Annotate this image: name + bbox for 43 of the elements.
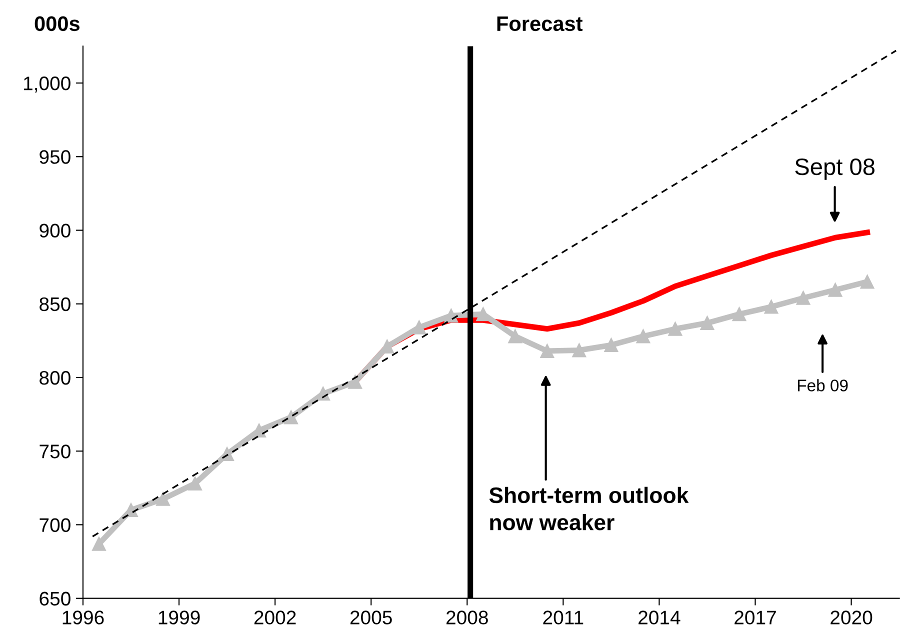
point — [636, 329, 650, 344]
point — [284, 410, 298, 424]
point — [92, 536, 106, 551]
x-tick-label: 2005 — [350, 610, 392, 624]
y-tick-label: 700 — [40, 518, 70, 532]
point — [700, 316, 714, 330]
x-tick-label: 2020 — [830, 610, 872, 624]
point — [604, 338, 618, 352]
y-tick-label: 800 — [40, 370, 70, 385]
x-tick-label: 2008 — [446, 610, 488, 624]
y-tick-label: 1,000 — [24, 76, 70, 93]
annotation: Sept 08 — [795, 158, 874, 180]
point — [348, 374, 362, 389]
ref-line-label: Forecast — [497, 16, 583, 32]
x-tick-label: 2011 — [543, 610, 584, 624]
point — [764, 300, 778, 314]
y-tick-label: 650 — [40, 592, 70, 606]
y-tick-label: 900 — [40, 224, 70, 238]
x-tick-label: 1996 — [62, 610, 104, 624]
point — [828, 282, 842, 297]
point — [252, 424, 266, 438]
point — [156, 492, 170, 506]
point — [572, 343, 586, 358]
y-tick-label: 850 — [40, 297, 70, 312]
x-tick-label: 1999 — [158, 610, 200, 624]
x-tick-label: 2017 — [734, 610, 776, 624]
point — [668, 322, 682, 336]
annotation: Feb 09 — [798, 379, 848, 392]
point — [540, 344, 554, 358]
point — [796, 291, 810, 305]
point — [732, 307, 746, 322]
point — [860, 274, 874, 289]
x-tick-label: 2002 — [254, 610, 296, 624]
y-tick-label: 750 — [40, 444, 70, 458]
point — [508, 329, 522, 344]
point — [188, 476, 202, 490]
point — [476, 307, 490, 322]
point — [412, 320, 426, 334]
point — [444, 308, 458, 323]
annotation: Short-term outlook now weaker — [489, 486, 689, 530]
x-tick-label: 2014 — [638, 610, 680, 624]
y-axis-title: 000s — [34, 16, 80, 32]
y-tick-label: 950 — [40, 150, 70, 164]
